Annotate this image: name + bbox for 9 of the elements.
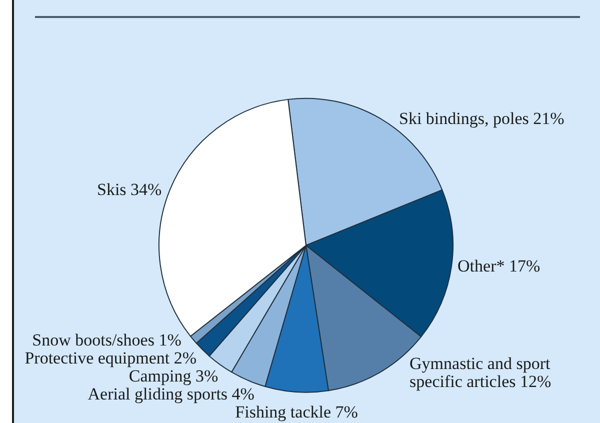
slice-label: Gymnastic and sport specific articles 12% [410, 354, 554, 391]
slice-label: Fishing tackle 7% [235, 402, 358, 422]
slice-label: Skis 34% [97, 180, 162, 199]
slice-label: Aerial gliding sports 4% [88, 384, 254, 404]
slice-label: Camping 3% [128, 366, 218, 386]
slice-label: Other* 17% [458, 256, 540, 276]
slice-label: Ski bindings, poles 21% [398, 109, 564, 128]
slice-label: Protective equipment 2% [24, 348, 197, 368]
slice-label: Snow boots/shoes 1% [32, 330, 182, 350]
